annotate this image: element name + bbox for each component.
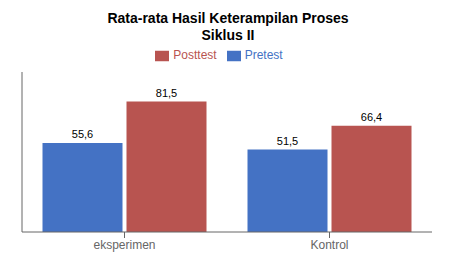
svg-text:66,4: 66,4 bbox=[361, 111, 382, 123]
svg-text:81,5: 81,5 bbox=[156, 87, 177, 99]
svg-text:Kontrol: Kontrol bbox=[310, 238, 348, 252]
html-text:Siklus II: Siklus II bbox=[201, 27, 255, 43]
html-text:Pretest: Pretest bbox=[244, 48, 283, 62]
svg-text:55,6: 55,6 bbox=[72, 128, 93, 140]
html-text:Rata-rata Hasil Keterampilan P: Rata-rata Hasil Keterampilan Proses bbox=[107, 10, 349, 26]
html-text:Posttest: Posttest bbox=[173, 48, 217, 62]
svg-text:51,5: 51,5 bbox=[277, 135, 298, 147]
svg-text:eksperimen: eksperimen bbox=[93, 238, 155, 252]
